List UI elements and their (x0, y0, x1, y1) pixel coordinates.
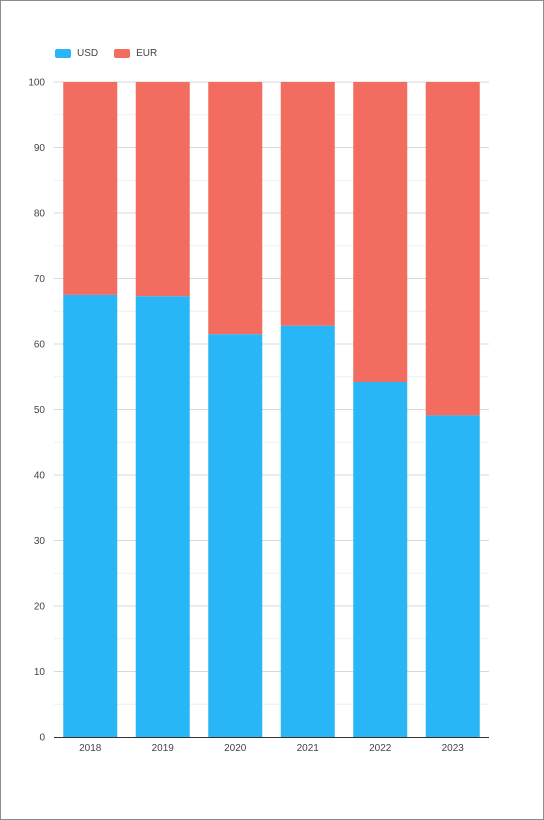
y-tick-label: 40 (34, 471, 46, 482)
x-tick-label: 2018 (79, 743, 102, 754)
y-tick-label: 90 (34, 143, 46, 154)
bar-eur-2018 (63, 82, 118, 295)
bar-usd-2021 (280, 325, 335, 737)
bar-eur-2020 (208, 82, 263, 335)
y-tick-label: 100 (28, 78, 45, 89)
legend-item-eur[interactable]: EUR (114, 48, 157, 59)
x-tick-label: 2019 (152, 743, 175, 754)
legend-label-usd: USD (77, 48, 99, 59)
legend-item-usd[interactable]: USD (55, 48, 98, 59)
y-tick-label: 10 (34, 667, 46, 678)
y-tick-label: 50 (34, 405, 46, 416)
bar-usd-2018 (63, 294, 118, 737)
x-tick-label: 2020 (224, 743, 247, 754)
legend-swatch-eur (114, 49, 131, 58)
bar-usd-2022 (353, 381, 408, 737)
y-tick-label: 0 (39, 733, 45, 744)
legend-swatch-usd (55, 49, 71, 58)
bar-eur-2021 (280, 82, 335, 326)
bar-eur-2022 (353, 82, 408, 382)
bar-usd-2020 (208, 334, 263, 737)
y-tick-label: 70 (34, 274, 46, 285)
legend: USD EUR (55, 48, 157, 59)
x-tick-label: 2021 (297, 743, 320, 754)
bar-eur-2019 (135, 82, 190, 297)
y-tick-label: 80 (34, 209, 46, 220)
legend-label-eur: EUR (136, 48, 158, 59)
y-tick-label: 60 (34, 340, 46, 351)
bar-usd-2019 (135, 296, 190, 737)
bar-usd-2023 (425, 415, 480, 737)
x-tick-label: 2023 (442, 743, 465, 754)
y-tick-label: 20 (34, 602, 46, 613)
bar-eur-2023 (425, 82, 480, 416)
y-tick-label: 30 (34, 536, 46, 547)
x-tick-label: 2022 (369, 743, 392, 754)
